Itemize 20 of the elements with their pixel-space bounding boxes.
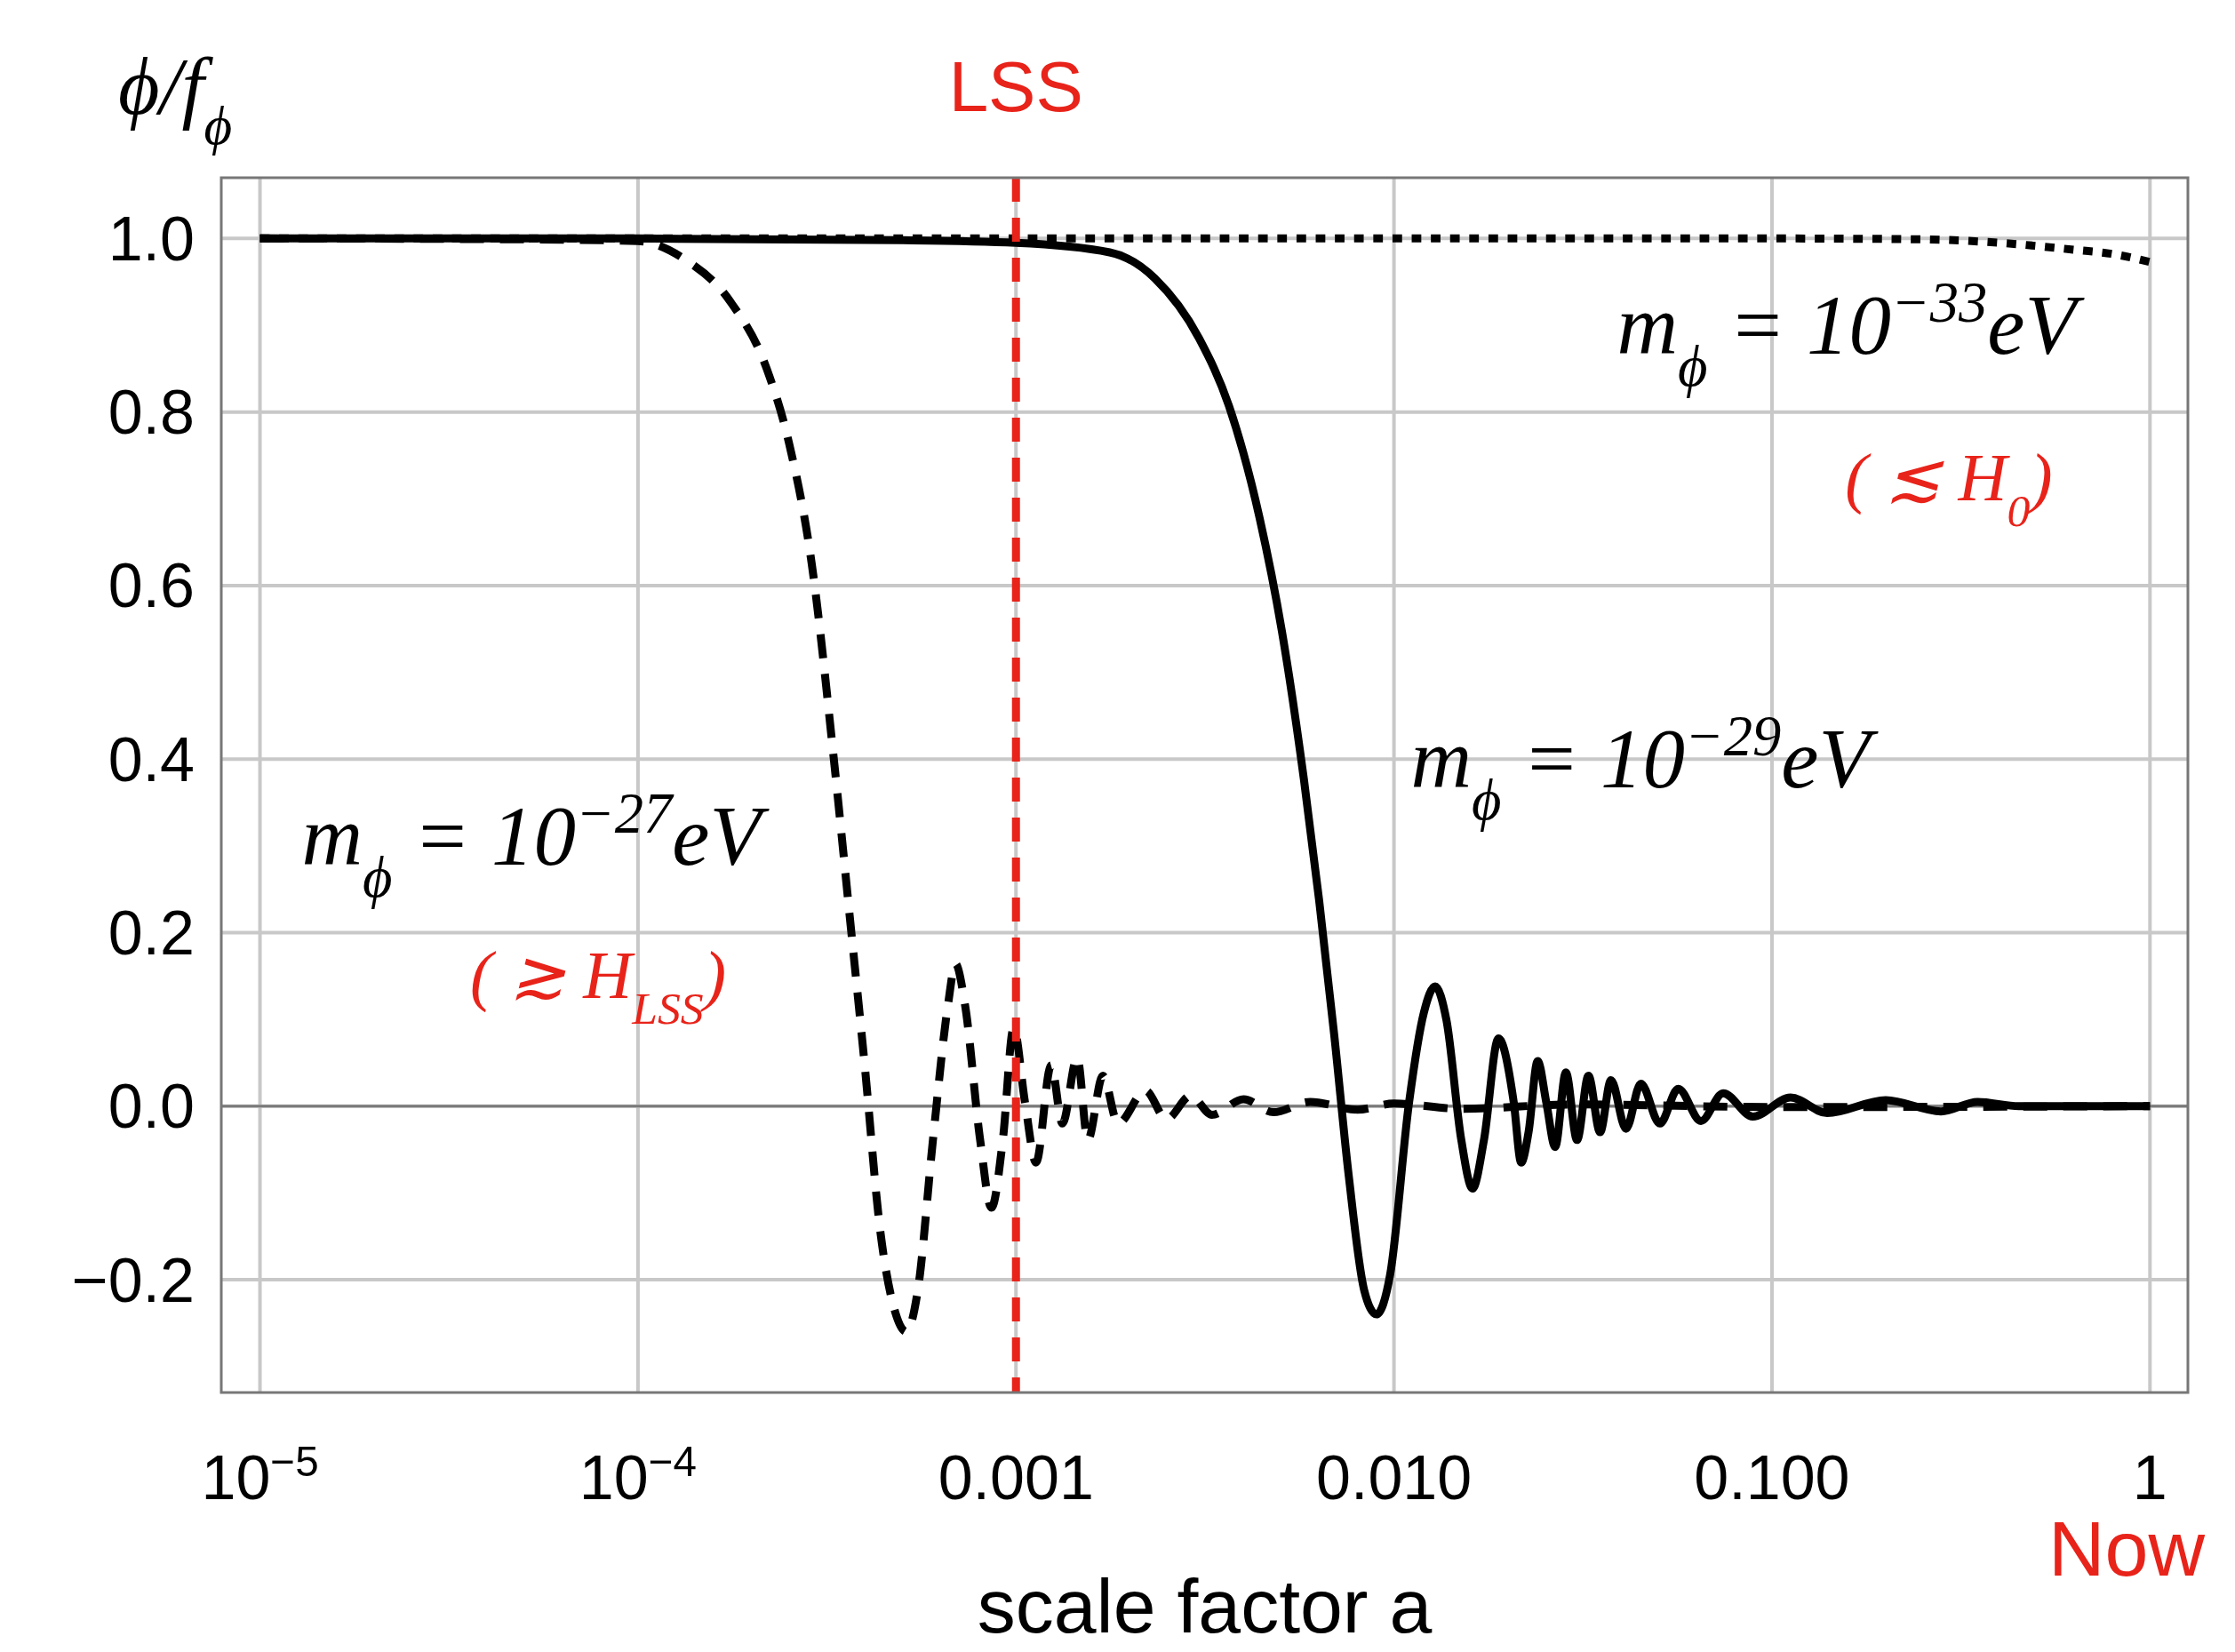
x-axis-title: scale factor a — [977, 1563, 1433, 1648]
annotation: m$_{ϕ}$ = 10$^{−33}$eV — [1616, 270, 2086, 398]
y-tick-label: 0.4 — [108, 724, 195, 794]
y-tick-label: 1.0 — [108, 204, 195, 274]
y-tick-label: 0.2 — [108, 898, 195, 968]
x-tick-label: 10$^{−4}$ — [579, 1437, 697, 1512]
y-axis-title: ϕ/f$_{ϕ}$ — [118, 43, 233, 156]
x-tick-label: 0.001 — [938, 1443, 1094, 1512]
y-tick-label: 0.0 — [108, 1072, 195, 1142]
x-tick-label: 0.100 — [1694, 1443, 1850, 1512]
x-tick-label: 0.010 — [1316, 1443, 1473, 1512]
y-tick-label: −0.2 — [71, 1245, 195, 1315]
annotation: m$_{ϕ}$ = 10$^{−27}$eV — [301, 781, 770, 909]
ref-line-label: LSS — [948, 47, 1083, 126]
annotation: m$_{ϕ}$ = 10$^{−29}$eV — [1410, 704, 1880, 832]
annotation: ( ≳ H$_{LSS}$) — [470, 938, 726, 1033]
annotation: ( ≲ H$_{0}$) — [1845, 440, 2053, 536]
x-tick-label: 10$^{−5}$ — [201, 1437, 319, 1512]
y-tick-label: 0.6 — [108, 551, 195, 621]
y-tick-label: 0.8 — [108, 378, 195, 448]
